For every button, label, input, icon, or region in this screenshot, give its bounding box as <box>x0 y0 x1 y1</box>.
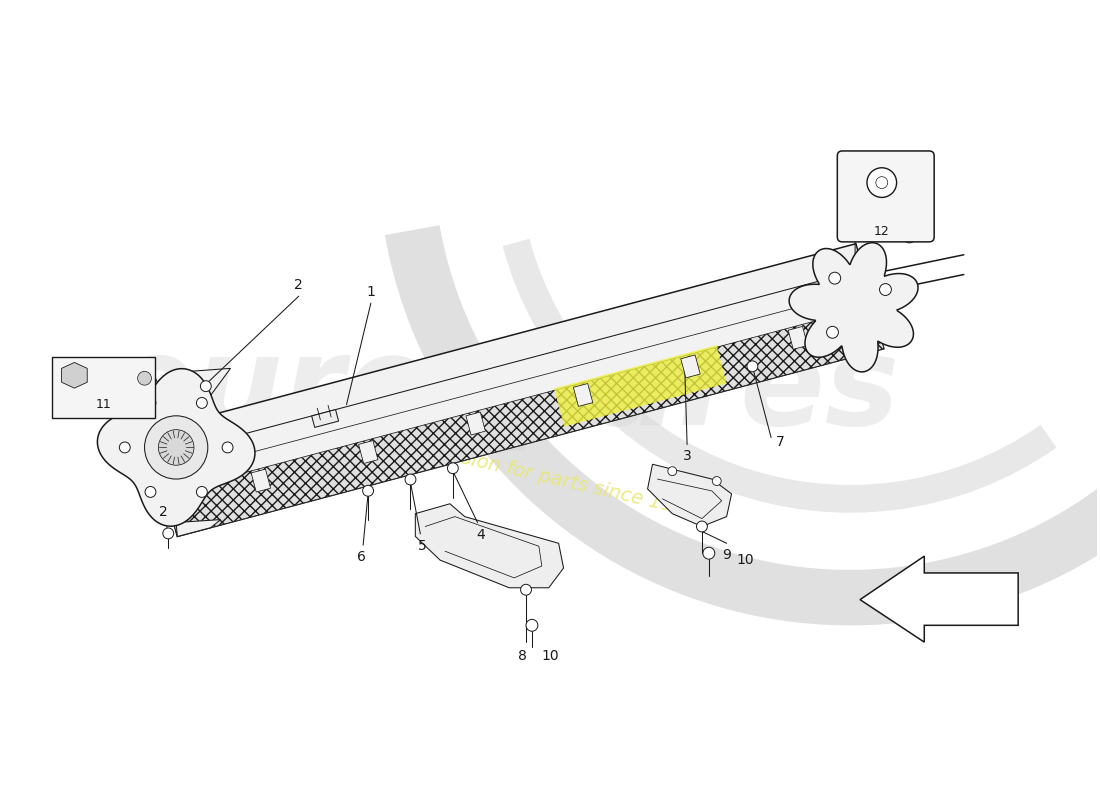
Text: 4: 4 <box>476 527 485 542</box>
Polygon shape <box>789 242 918 372</box>
Circle shape <box>696 521 707 532</box>
Circle shape <box>138 371 152 385</box>
Text: 5: 5 <box>418 539 427 553</box>
Text: 10: 10 <box>737 553 755 567</box>
Polygon shape <box>251 469 271 492</box>
Circle shape <box>197 398 207 408</box>
Circle shape <box>405 474 416 485</box>
Polygon shape <box>860 556 1019 642</box>
Polygon shape <box>573 383 593 406</box>
Circle shape <box>703 547 715 559</box>
Circle shape <box>222 442 233 453</box>
Circle shape <box>448 463 459 474</box>
Circle shape <box>163 528 174 539</box>
Text: 10: 10 <box>542 649 560 663</box>
Circle shape <box>197 486 207 498</box>
Text: 9: 9 <box>722 548 730 562</box>
Text: 2: 2 <box>160 505 167 518</box>
Circle shape <box>880 284 891 295</box>
Circle shape <box>145 486 156 498</box>
Circle shape <box>876 177 888 189</box>
Polygon shape <box>166 306 884 537</box>
Circle shape <box>120 442 130 453</box>
Text: a passion for parts since 1985: a passion for parts since 1985 <box>408 437 700 522</box>
Polygon shape <box>789 326 807 350</box>
Polygon shape <box>98 369 255 526</box>
Circle shape <box>145 398 156 408</box>
Polygon shape <box>359 441 378 463</box>
Text: 12: 12 <box>873 226 890 238</box>
Text: 8: 8 <box>518 649 527 663</box>
Circle shape <box>713 477 722 486</box>
Text: 7: 7 <box>776 434 784 449</box>
Polygon shape <box>554 345 727 426</box>
Polygon shape <box>311 410 339 427</box>
Polygon shape <box>62 362 87 388</box>
Text: 6: 6 <box>356 550 365 564</box>
Circle shape <box>200 381 211 391</box>
Text: eurospares: eurospares <box>109 330 900 450</box>
Text: 11: 11 <box>96 398 111 411</box>
Circle shape <box>158 430 194 466</box>
Circle shape <box>903 231 915 243</box>
Circle shape <box>526 619 538 631</box>
Polygon shape <box>648 464 732 526</box>
Polygon shape <box>150 368 231 431</box>
Circle shape <box>363 486 374 496</box>
Circle shape <box>747 361 758 372</box>
Polygon shape <box>150 244 884 537</box>
Text: 3: 3 <box>683 450 692 463</box>
Polygon shape <box>681 355 701 378</box>
Circle shape <box>668 466 676 476</box>
Text: 1: 1 <box>366 285 375 299</box>
Polygon shape <box>416 504 563 588</box>
Circle shape <box>826 326 838 338</box>
Circle shape <box>144 416 208 479</box>
Polygon shape <box>466 412 485 435</box>
Circle shape <box>867 168 896 198</box>
Text: 2: 2 <box>295 278 304 292</box>
FancyBboxPatch shape <box>837 151 934 242</box>
Circle shape <box>828 272 840 284</box>
Circle shape <box>520 584 531 595</box>
FancyBboxPatch shape <box>52 357 155 418</box>
Polygon shape <box>176 519 221 537</box>
